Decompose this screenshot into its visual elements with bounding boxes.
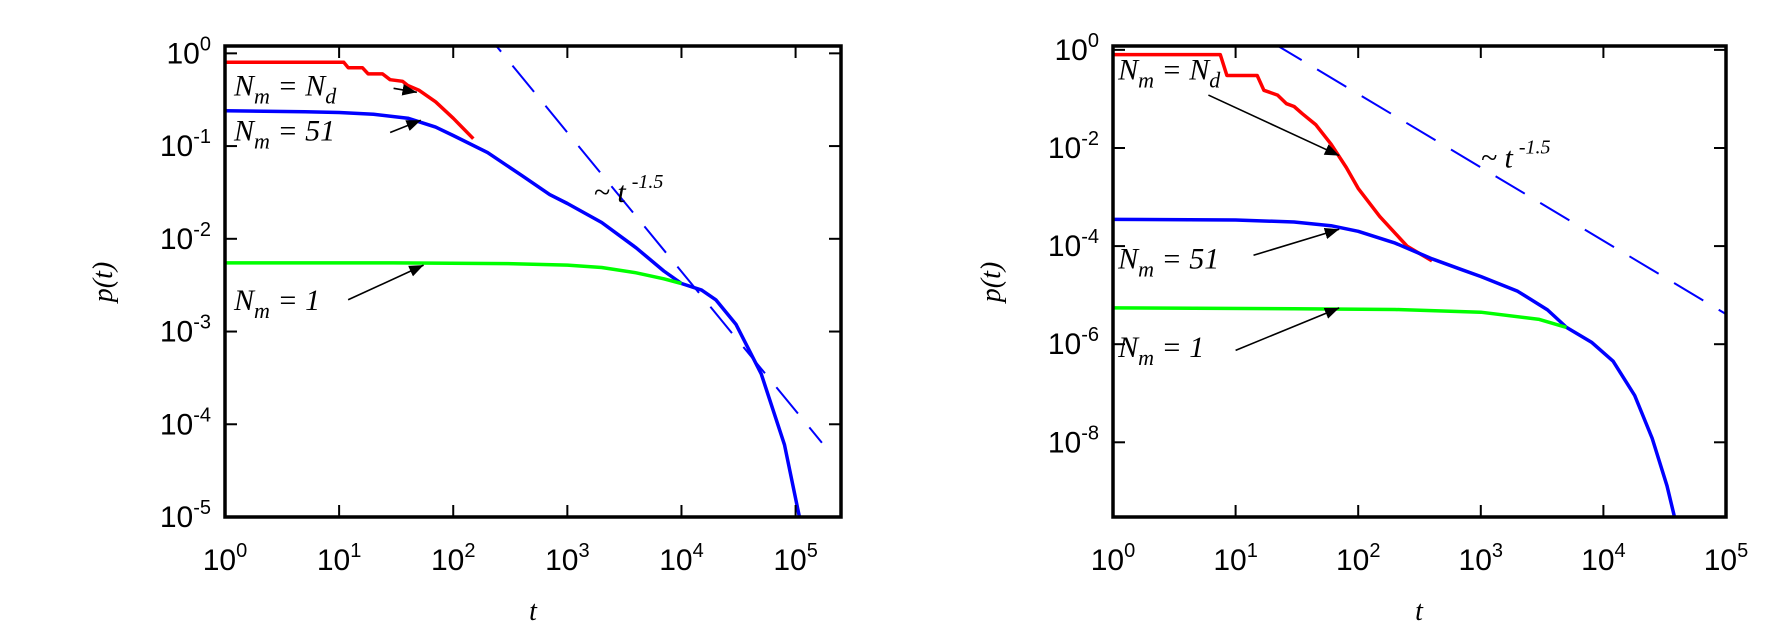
annotation-slope: ~ t -1.5 [1481,137,1551,175]
y-tick-label: 10-6 [1048,324,1099,361]
series-line-n51 [1113,217,1677,517]
chart-panel-right: 100 101 102 103 104 105 100 10-2 10-4 10-6 10-8 Nm… [976,30,1748,627]
y-tick-label: 10-1 [160,126,211,163]
x-tick-label: 104 [1581,540,1626,577]
x-tick-label: 100 [1091,540,1136,577]
chart-panel-left: 100 101 102 103 104 105 100 10-1 10-2 10-3 10-4 10-… [88,33,843,627]
series-line-n1 [1113,306,1567,330]
y-tick-label: 10-4 [160,404,211,441]
x-tick-label: 103 [1459,540,1504,577]
y-tick-label: 10-8 [1048,422,1099,459]
annotation-n1: Nm = 1 [1117,331,1204,370]
x-tick-label: 101 [1213,540,1258,577]
annotation-n1: Nm = 1 [233,284,320,323]
x-tick-label: 101 [317,540,362,577]
x-tick-label: 100 [203,540,248,577]
annotation-n51: Nm = 51 [233,114,335,153]
y-axis-label: p(t) [88,262,119,304]
annotation-arrow [1235,307,1340,352]
annotation-nd: Nm = Nd [1117,53,1221,92]
plot-frame [223,44,843,519]
x-axis-label: t [1415,596,1424,627]
annotation-arrow [393,84,417,96]
x-tick-label: 105 [1704,540,1749,577]
x-tick-label: 105 [773,540,818,577]
y-axis-label: p(t) [976,262,1007,304]
plot-frame [1111,44,1728,519]
y-tick-label: 10-2 [160,219,211,256]
annotation-arrow [347,264,424,301]
annotation-nd: Nm = Nd [233,70,337,109]
x-axis-label: t [529,596,538,627]
y-tick-label: 10-2 [1048,128,1099,165]
series-line-n1 [225,261,682,286]
x-tick-label: 103 [545,540,590,577]
annotation-slope: ~ t -1.5 [594,171,664,209]
y-tick-label: 10-4 [1048,226,1099,263]
x-tick-label: 102 [1336,540,1381,577]
y-tick-label: 10-3 [160,312,211,349]
x-tick-label: 102 [431,540,476,577]
annotation-arrow [1208,94,1340,157]
y-tick-label: 100 [167,33,212,70]
series-line-guide [1276,46,1726,315]
series-line-nd [225,60,475,140]
series-line-n51 [225,109,802,517]
annotation-arrow [389,119,422,134]
x-tick-label: 104 [659,540,704,577]
series-line-nd [1113,52,1433,263]
annotation-n51: Nm = 51 [1117,242,1219,281]
annotation-arrow [1253,227,1340,257]
y-tick-label: 10-5 [160,497,211,534]
y-tick-label: 100 [1055,30,1100,67]
series-line-guide [495,46,823,444]
